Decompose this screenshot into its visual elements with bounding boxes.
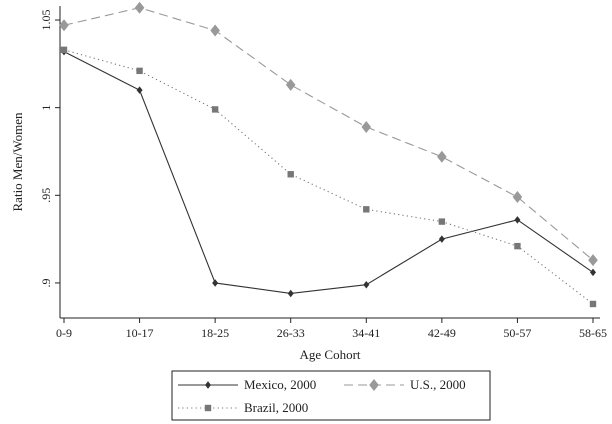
data-point (589, 300, 597, 308)
legend-item: Brazil, 2000 (178, 400, 308, 415)
legend-label: Mexico, 2000 (244, 377, 316, 392)
series-2 (60, 46, 597, 308)
data-point (514, 216, 521, 224)
y-axis-title: Ratio Men/Women (10, 112, 25, 211)
legend: Mexico, 2000 U.S., 2000 Brazil, 2000 (171, 370, 491, 421)
series-line (63, 51, 594, 295)
x-tick-label: 18-25 (201, 326, 229, 340)
legend-label: Brazil, 2000 (244, 400, 308, 415)
data-point (514, 242, 521, 250)
legend-label: U.S., 2000 (410, 377, 466, 392)
y-tick-label: .9 (39, 278, 53, 287)
y-ticks: .9 .95 1 1.05 (39, 10, 60, 287)
x-tick-label: 34-41 (352, 326, 380, 340)
legend-box (171, 370, 491, 421)
x-tick-label: 10-17 (126, 326, 154, 340)
data-point (437, 150, 447, 163)
legend-item: U.S., 2000 (344, 377, 466, 392)
data-point (588, 254, 598, 267)
legend-item: Mexico, 2000 (178, 377, 316, 392)
series-line (63, 49, 594, 305)
x-tick-label: 58-65 (579, 326, 607, 340)
data-point (438, 235, 445, 243)
data-point (210, 24, 220, 37)
data-point (134, 1, 145, 14)
x-axis-title: Age Cohort (299, 347, 360, 362)
data-point (512, 191, 523, 204)
data-point (212, 279, 219, 287)
x-tick-label: 42-49 (428, 326, 456, 340)
y-tick-label: 1.05 (39, 10, 53, 31)
data-point (590, 268, 596, 277)
series-0 (61, 47, 596, 298)
data-point (363, 206, 370, 213)
series-1 (59, 1, 598, 267)
data-point (287, 171, 294, 178)
x-tick-label: 26-33 (277, 326, 305, 340)
series-line (63, 7, 594, 261)
x-ticks: 0-9 10-17 18-25 26-33 34-41 42-49 50-57 58-65 (56, 318, 607, 340)
legend-marker (205, 381, 211, 389)
data-point (136, 86, 143, 94)
legend-marker (204, 404, 212, 412)
data-point (285, 78, 296, 91)
data-point (438, 218, 446, 225)
legend-marker (369, 379, 379, 391)
data-point (59, 19, 69, 32)
x-tick-label: 50-57 (503, 326, 531, 340)
x-tick-label: 0-9 (56, 326, 72, 340)
data-point (363, 280, 370, 289)
y-tick-label: .95 (39, 188, 53, 203)
series-layer (59, 1, 598, 308)
data-point (60, 46, 68, 54)
y-tick-label: 1 (39, 105, 53, 111)
data-point (361, 120, 372, 133)
data-point (211, 106, 219, 113)
data-point (136, 67, 143, 75)
data-point (287, 289, 294, 298)
